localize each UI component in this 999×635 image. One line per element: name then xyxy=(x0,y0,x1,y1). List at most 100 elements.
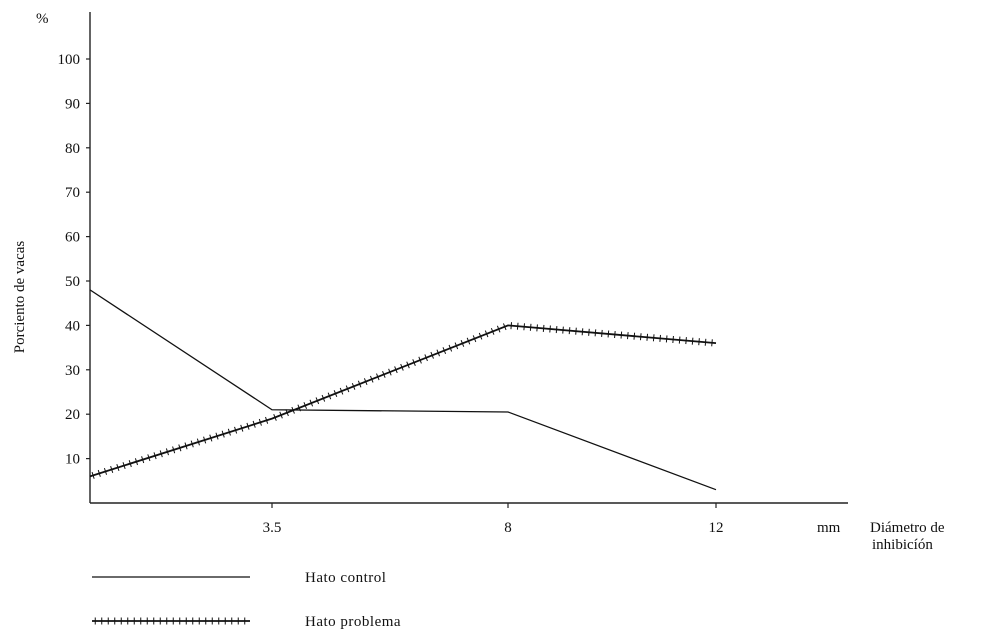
hatch-mark xyxy=(523,323,525,331)
hatch-mark xyxy=(285,409,289,417)
hatch-mark xyxy=(588,328,590,336)
hatch-mark xyxy=(246,422,250,430)
hatch-mark xyxy=(309,399,314,407)
hatch-mark xyxy=(227,428,231,436)
hatch-mark xyxy=(363,378,368,386)
hatch-mark xyxy=(442,347,447,355)
hatch-mark xyxy=(221,430,225,438)
hatch-mark xyxy=(159,450,163,458)
hatch-mark xyxy=(376,373,380,381)
hatch-mark xyxy=(562,326,564,334)
hatch-mark xyxy=(291,406,295,414)
hatch-mark xyxy=(333,390,338,398)
hatch-mark xyxy=(351,382,356,390)
hatch-mark xyxy=(665,335,668,343)
y-tick-label: 40 xyxy=(65,318,80,334)
hatch-mark xyxy=(581,328,584,336)
hatch-mark xyxy=(516,322,519,330)
hatch-mark xyxy=(321,394,326,402)
legend-hato-control: Hato control xyxy=(92,570,386,586)
hatch-mark xyxy=(382,371,386,378)
hatch-mark xyxy=(147,454,151,462)
hatch-mark xyxy=(215,432,219,440)
hatch-mark xyxy=(258,418,262,426)
hatch-mark xyxy=(502,323,507,331)
y-tick-label: 80 xyxy=(65,141,80,157)
y-tick-label: 30 xyxy=(65,363,80,379)
x-axis-title-line-1: Diámetro de xyxy=(870,520,945,536)
hatch-mark xyxy=(448,344,453,352)
hatch-mark xyxy=(203,436,207,444)
hatch-mark xyxy=(568,327,571,335)
hatch-mark xyxy=(601,329,603,337)
hatch-mark xyxy=(357,380,362,388)
hatch-mark xyxy=(652,334,655,342)
hatch-mark xyxy=(116,464,120,472)
legend-hato-problema: Hato problema xyxy=(92,614,401,630)
hatch-mark xyxy=(196,438,200,446)
hatch-mark xyxy=(430,351,434,359)
hatch-mark xyxy=(209,434,213,442)
hatch-mark xyxy=(172,446,176,454)
hatch-mark xyxy=(406,361,410,369)
hatch-mark xyxy=(128,460,132,468)
hatch-mark xyxy=(436,349,440,357)
hatch-mark xyxy=(536,324,538,332)
series-hato-problema-line-path xyxy=(89,324,717,478)
series-hato-problema-line xyxy=(89,322,717,479)
hatch-mark xyxy=(279,411,283,419)
hatch-mark xyxy=(394,366,398,374)
series-hato-control-line xyxy=(89,289,717,491)
hatch-mark xyxy=(184,442,188,450)
hatch-mark xyxy=(646,333,649,341)
hatch-mark xyxy=(529,323,532,331)
hatch-mark xyxy=(704,338,707,346)
hatch-mark xyxy=(91,471,95,479)
hatch-mark xyxy=(165,448,169,456)
x-axis-title-line-2: inhibicíón xyxy=(872,537,933,553)
hatch-mark xyxy=(607,330,610,338)
hatch-mark xyxy=(134,458,139,466)
hatch-mark xyxy=(400,363,404,371)
y-tick-label: 20 xyxy=(65,407,80,423)
hatch-mark xyxy=(418,356,422,364)
y-axis-title: Porciento de vacas xyxy=(12,241,28,354)
hatch-mark xyxy=(685,337,687,345)
x-tick-label: 3.5 xyxy=(263,520,282,536)
hatch-mark xyxy=(153,452,157,460)
hatch-mark xyxy=(639,333,642,341)
hatch-mark xyxy=(575,327,577,335)
hatch-mark xyxy=(633,332,636,340)
hatch-mark xyxy=(454,342,459,350)
y-axis-unit-label: % xyxy=(36,11,49,27)
hatch-mark xyxy=(190,440,194,448)
y-tick-label: 70 xyxy=(65,185,80,201)
hatch-mark xyxy=(122,462,126,470)
hatch-mark xyxy=(97,469,101,477)
hatch-mark xyxy=(141,456,145,464)
hatch-mark xyxy=(659,334,661,342)
y-tick-label: 60 xyxy=(65,230,80,246)
hatch-mark xyxy=(478,332,483,340)
y-tick-label: 100 xyxy=(58,52,81,68)
y-tick-label: 10 xyxy=(65,452,80,468)
x-tick-label: 12 xyxy=(709,520,724,536)
hatch-mark xyxy=(542,324,545,332)
hatch-mark xyxy=(460,339,465,347)
hatch-mark xyxy=(614,330,616,339)
hatch-mark xyxy=(273,414,277,421)
hatch-mark xyxy=(339,387,344,395)
hatch-mark xyxy=(496,325,501,333)
hatch-mark xyxy=(555,326,558,334)
hatch-mark xyxy=(240,424,244,432)
legend-hato-problema-label: Hato problema xyxy=(305,614,401,630)
hatch-mark xyxy=(466,337,471,345)
hatch-mark xyxy=(484,330,489,338)
hatch-mark xyxy=(549,325,551,333)
legend-hato-problema-swatch xyxy=(92,617,250,625)
hatch-mark xyxy=(424,354,428,362)
hatch-mark xyxy=(711,339,713,347)
hatch-mark xyxy=(110,465,114,473)
hatch-mark xyxy=(252,420,256,428)
